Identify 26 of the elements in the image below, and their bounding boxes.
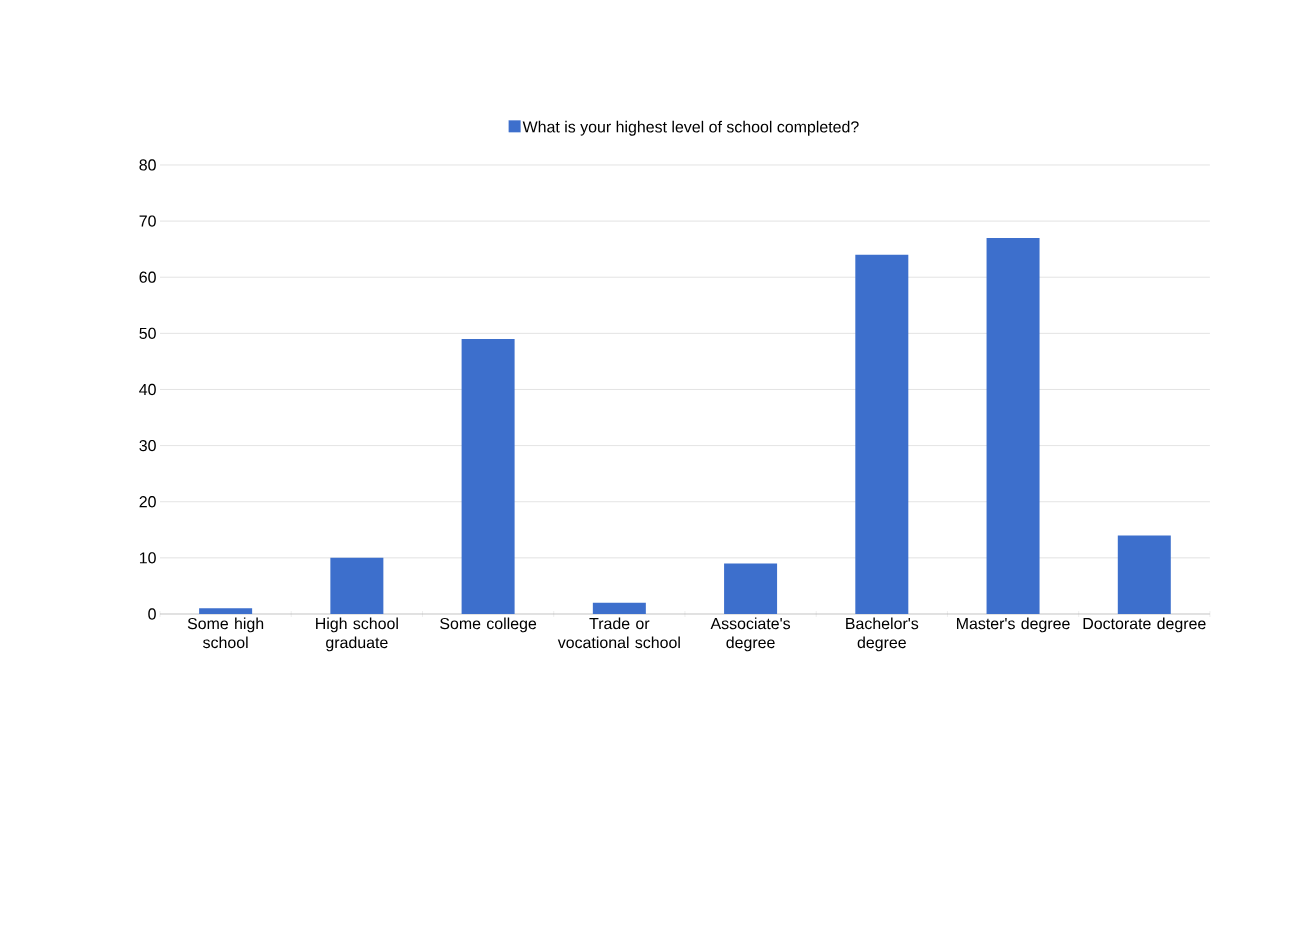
- bar: [1117, 535, 1171, 614]
- y-tick-label: 20: [139, 496, 156, 508]
- x-tick-label: Bachelor's degree: [846, 617, 919, 652]
- bar: [592, 602, 646, 614]
- bar: [199, 608, 253, 614]
- bar: [855, 254, 909, 614]
- y-tick-label: 80: [139, 159, 156, 171]
- x-tick-label: Some college: [440, 617, 537, 633]
- bar: [461, 338, 515, 614]
- x-tick-label: Some high school: [187, 617, 264, 649]
- y-tick-label: 40: [139, 383, 156, 396]
- y-tick-label: 10: [139, 552, 156, 564]
- x-tick-label: Master's degree: [957, 617, 1070, 633]
- y-tick-label: 70: [139, 215, 156, 227]
- bar: [724, 563, 778, 614]
- y-tick-label: 0: [148, 608, 156, 620]
- x-tick-label: Trade or vocational school: [557, 617, 680, 649]
- x-tick-label: Associate's degree: [710, 617, 791, 652]
- bar: [986, 237, 1040, 614]
- x-tick-label: High school graduate: [316, 617, 398, 652]
- y-tick-label: 60: [139, 271, 156, 283]
- legend-label: What is your highest level of school completed?: [522, 120, 859, 136]
- y-tick-label: 30: [139, 439, 156, 452]
- y-tick-label: 50: [139, 327, 156, 339]
- bar: [330, 557, 384, 614]
- x-tick-label: Doctorate degree: [1083, 617, 1206, 633]
